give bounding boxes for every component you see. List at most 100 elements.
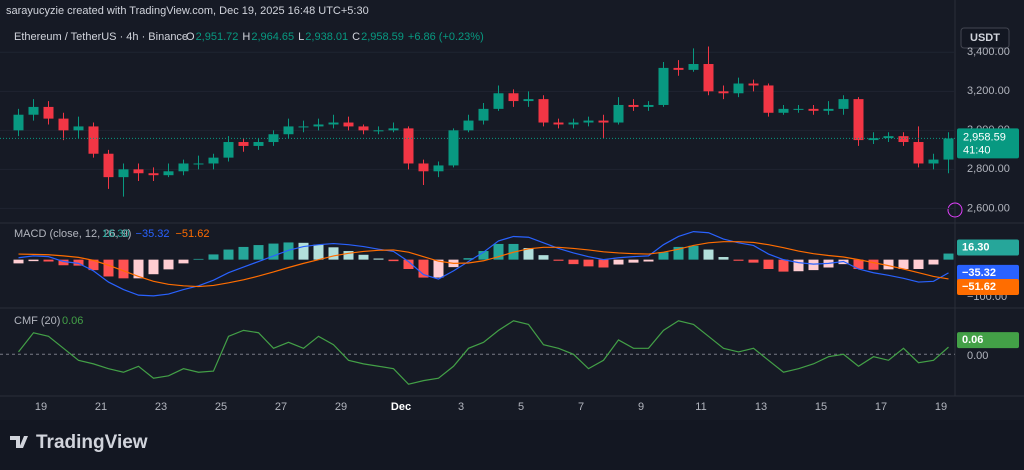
histogram-bar [913, 259, 924, 269]
candle-body [148, 173, 159, 176]
candle-body [403, 128, 414, 164]
candle-body [493, 93, 504, 109]
ohlc-value: 2,958.59 [361, 31, 404, 43]
ohlc-value: 2,951.72 [196, 31, 239, 43]
histogram-bar [328, 247, 339, 260]
histogram-bar [898, 259, 909, 269]
candle-body [793, 108, 804, 110]
candle-body [583, 120, 594, 123]
histogram-bar [313, 244, 324, 260]
candle-body [223, 142, 234, 158]
x-tick-label: 9 [638, 401, 644, 413]
value-badge-label: 16.30 [962, 241, 990, 253]
histogram-bar [703, 249, 714, 260]
x-tick-label: 19 [35, 401, 47, 413]
currency[interactable]: USDT [970, 32, 1000, 44]
histogram-bar [733, 259, 744, 261]
histogram-bar [673, 246, 684, 260]
histogram-bar [178, 259, 189, 264]
candle-body [853, 99, 864, 141]
x-tick-label: 11 [695, 401, 706, 413]
candle-body [163, 171, 174, 176]
histogram-bar [763, 259, 774, 269]
histogram-bar [298, 242, 309, 260]
histogram-bar [43, 259, 54, 262]
candle-body [43, 106, 54, 119]
x-tick-label: 19 [935, 401, 947, 413]
histogram-bar [133, 259, 144, 279]
candle-body [358, 126, 369, 131]
candle-body [943, 138, 954, 160]
candle-body [838, 99, 849, 109]
candle-body [763, 85, 774, 113]
candle-body [13, 114, 24, 131]
x-tick-label: 5 [518, 401, 524, 413]
chart-bg [0, 0, 1024, 420]
cmf-line [18, 320, 949, 385]
x-tick-label: 17 [875, 401, 887, 413]
candle-body [283, 126, 294, 135]
candle-body [178, 163, 189, 172]
histogram-bar [418, 259, 429, 278]
histogram-bar [598, 259, 609, 268]
histogram-bar [718, 257, 729, 260]
histogram-bar [148, 259, 159, 275]
histogram-bar [73, 259, 84, 266]
last-price-label: 2,958.59 [963, 131, 1006, 143]
candle-body [433, 165, 444, 172]
candle-body [313, 124, 324, 127]
histogram-bar [628, 259, 639, 263]
histogram-bar [643, 259, 654, 262]
histogram-bar [433, 259, 444, 278]
y-tick-label: 2,600.00 [967, 202, 1010, 214]
cmf-title: CMF (20) [14, 315, 60, 327]
x-tick-label: 15 [815, 401, 827, 413]
value-badge [957, 239, 1019, 256]
histogram-bar [268, 243, 279, 260]
histogram-bar [523, 248, 534, 260]
logo-icon [10, 436, 28, 448]
candle-body [613, 104, 624, 123]
histogram-bar [463, 258, 474, 260]
macd-line [18, 241, 949, 288]
alert-icon[interactable] [947, 202, 963, 218]
histogram-bar [163, 259, 174, 270]
histogram-bar [13, 259, 24, 264]
histogram-bar [583, 259, 594, 267]
histogram-bar [658, 252, 669, 260]
histogram-bar [343, 251, 354, 260]
candle-body [748, 83, 759, 86]
candle-body [733, 83, 744, 94]
candle-body [73, 126, 84, 131]
candle-body [298, 126, 309, 128]
histogram-bar [193, 258, 204, 260]
candle-body [328, 122, 339, 125]
histogram-bar [358, 254, 369, 260]
legend-value: 0.06 [62, 315, 83, 327]
x-tick-label: 23 [155, 401, 167, 413]
candle-body [103, 153, 114, 178]
histogram-bar [538, 255, 549, 260]
ohlc-key: H [242, 31, 250, 43]
legend-value: −51.62 [175, 228, 209, 240]
candle-body [928, 159, 939, 164]
ohlc-key: L [298, 31, 304, 43]
value-badge [957, 278, 1019, 295]
histogram-bar [553, 259, 564, 261]
histogram-bar [868, 259, 879, 270]
candle-body [418, 163, 429, 172]
candle-body [778, 108, 789, 113]
x-tick-label: 29 [335, 401, 347, 413]
candle-body [208, 157, 219, 164]
histogram-bar [568, 259, 579, 265]
y-tick-label: 2,800.00 [967, 163, 1010, 175]
x-tick-label: 3 [458, 401, 464, 413]
candle-body [478, 108, 489, 121]
candle-body [643, 104, 654, 107]
x-tick-label: 7 [578, 401, 584, 413]
currency-button[interactable] [960, 27, 1010, 49]
histogram-bar [373, 258, 384, 260]
histogram-bar [283, 242, 294, 260]
x-tick-label: 13 [755, 401, 767, 413]
